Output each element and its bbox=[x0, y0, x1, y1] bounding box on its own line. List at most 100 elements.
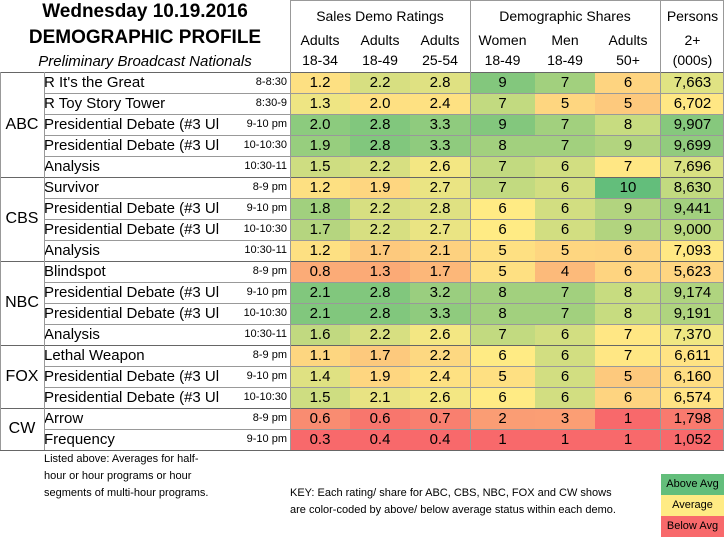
key-line: KEY: Each rating/ share for ABC, CBS, NB… bbox=[290, 487, 612, 499]
rating-cell: 3 bbox=[535, 408, 595, 429]
column-header-bottom: 25-54 bbox=[422, 52, 458, 68]
rating-cell: 7,370 bbox=[661, 324, 724, 345]
rating-cell: 9 bbox=[470, 114, 535, 135]
column-header-top: Adults bbox=[608, 32, 648, 48]
rating-cell: 1.2 bbox=[290, 240, 350, 261]
network-label: CBS bbox=[5, 210, 39, 227]
rating-cell: 1.2 bbox=[290, 177, 350, 198]
rating-cell: 0.8 bbox=[290, 261, 350, 282]
rating-cell: 2.0 bbox=[350, 93, 410, 114]
footnote-line: hour or hour programs or hour bbox=[44, 470, 192, 482]
row-divider bbox=[44, 93, 724, 94]
rating-cell: 6 bbox=[595, 72, 661, 93]
rating-cell: 5 bbox=[595, 366, 661, 387]
rating-cell: 2.4 bbox=[410, 93, 470, 114]
time-slot: 10-10:30 bbox=[243, 391, 287, 403]
column-header-top: Adults bbox=[420, 32, 460, 48]
group-header-shares: Demographic Shares bbox=[499, 8, 631, 24]
rating-cell: 1.7 bbox=[290, 219, 350, 240]
rating-cell: 6 bbox=[595, 387, 661, 408]
network-divider bbox=[0, 177, 724, 178]
rating-cell: 7 bbox=[470, 156, 535, 177]
rating-cell: 9,000 bbox=[661, 219, 724, 240]
rating-cell: 8 bbox=[595, 303, 661, 324]
column-header-bottom: (000s) bbox=[672, 52, 713, 68]
column-header-bottom: 18-49 bbox=[484, 52, 521, 68]
rating-cell: 7 bbox=[535, 282, 595, 303]
footnote: Listed above: Averages for half- hour or… bbox=[44, 451, 254, 502]
rating-cell: 1,798 bbox=[661, 408, 724, 429]
rating-cell: 2.2 bbox=[350, 72, 410, 93]
rating-cell: 9,441 bbox=[661, 198, 724, 219]
rating-cell: 2.1 bbox=[350, 387, 410, 408]
rating-cell: 1.6 bbox=[290, 324, 350, 345]
column-divider bbox=[660, 0, 661, 450]
rating-cell: 5 bbox=[595, 93, 661, 114]
page-title-line1: Wednesday 10.19.2016 bbox=[42, 1, 248, 22]
rating-cell: 2.4 bbox=[410, 366, 470, 387]
rating-cell: 5,623 bbox=[661, 261, 724, 282]
rating-cell: 6,160 bbox=[661, 366, 724, 387]
time-slot: 9-10 pm bbox=[246, 286, 287, 298]
row-divider bbox=[44, 198, 724, 199]
group-header-sales: Sales Demo Ratings bbox=[316, 8, 444, 24]
time-slot: 8-9 pm bbox=[252, 349, 287, 361]
rating-cell: 2.6 bbox=[410, 156, 470, 177]
rating-cell: 6 bbox=[470, 387, 535, 408]
program-name: Presidential Debate (#3 Ul bbox=[44, 284, 220, 301]
network-divider bbox=[0, 72, 724, 73]
rating-cell: 1.9 bbox=[350, 366, 410, 387]
rating-cell: 9 bbox=[595, 219, 661, 240]
row-divider bbox=[44, 135, 724, 136]
rating-cell: 1,052 bbox=[661, 429, 724, 450]
rating-cell: 1.5 bbox=[290, 387, 350, 408]
rating-cell: 5 bbox=[470, 366, 535, 387]
time-slot: 10-10:30 bbox=[243, 307, 287, 319]
rating-cell: 6 bbox=[535, 219, 595, 240]
rating-cell: 3.3 bbox=[410, 303, 470, 324]
rating-cell: 2.6 bbox=[410, 324, 470, 345]
rating-cell: 1.9 bbox=[350, 177, 410, 198]
time-slot: 8-9 pm bbox=[252, 265, 287, 277]
footnote-line: Listed above: Averages for half- bbox=[44, 453, 199, 465]
rating-cell: 7 bbox=[535, 72, 595, 93]
rating-cell: 6 bbox=[470, 219, 535, 240]
rating-cell: 6 bbox=[535, 366, 595, 387]
rating-cell: 2.8 bbox=[350, 303, 410, 324]
rating-cell: 6 bbox=[470, 198, 535, 219]
column-header-top: Adults bbox=[300, 32, 340, 48]
rating-cell: 5 bbox=[470, 261, 535, 282]
rating-cell: 2.1 bbox=[410, 240, 470, 261]
rating-cell: 2.2 bbox=[410, 345, 470, 366]
rating-cell: 0.6 bbox=[350, 408, 410, 429]
row-divider bbox=[44, 387, 724, 388]
table-bottom-line bbox=[0, 450, 724, 451]
rating-cell: 7 bbox=[535, 135, 595, 156]
program-name: R It's the Great bbox=[44, 74, 145, 91]
rating-cell: 2.2 bbox=[350, 156, 410, 177]
time-slot: 9-10 pm bbox=[246, 118, 287, 130]
rating-cell: 2.8 bbox=[410, 72, 470, 93]
rating-cell: 5 bbox=[535, 240, 595, 261]
time-slot: 9-10 pm bbox=[246, 433, 287, 445]
program-name: Presidential Debate (#3 Ul bbox=[44, 221, 220, 238]
rating-cell: 2.8 bbox=[350, 282, 410, 303]
legend-average: Average bbox=[661, 495, 724, 516]
column-header-bottom: 50+ bbox=[616, 52, 640, 68]
rating-cell: 6 bbox=[595, 261, 661, 282]
program-name: Analysis bbox=[44, 158, 100, 175]
row-divider bbox=[44, 366, 724, 367]
color-key: KEY: Each rating/ share for ABC, CBS, NB… bbox=[290, 485, 660, 519]
rating-cell: 1.7 bbox=[410, 261, 470, 282]
rating-cell: 2.8 bbox=[410, 198, 470, 219]
rating-cell: 6 bbox=[535, 387, 595, 408]
rating-cell: 6 bbox=[470, 345, 535, 366]
time-slot: 8-8:30 bbox=[255, 76, 287, 88]
rating-cell: 7 bbox=[595, 324, 661, 345]
rating-cell: 3.2 bbox=[410, 282, 470, 303]
rating-cell: 9,699 bbox=[661, 135, 724, 156]
key-line: are color-coded by above/ below average … bbox=[290, 504, 616, 516]
rating-cell: 8 bbox=[470, 135, 535, 156]
rating-cell: 2.1 bbox=[290, 282, 350, 303]
network-divider bbox=[0, 345, 724, 346]
